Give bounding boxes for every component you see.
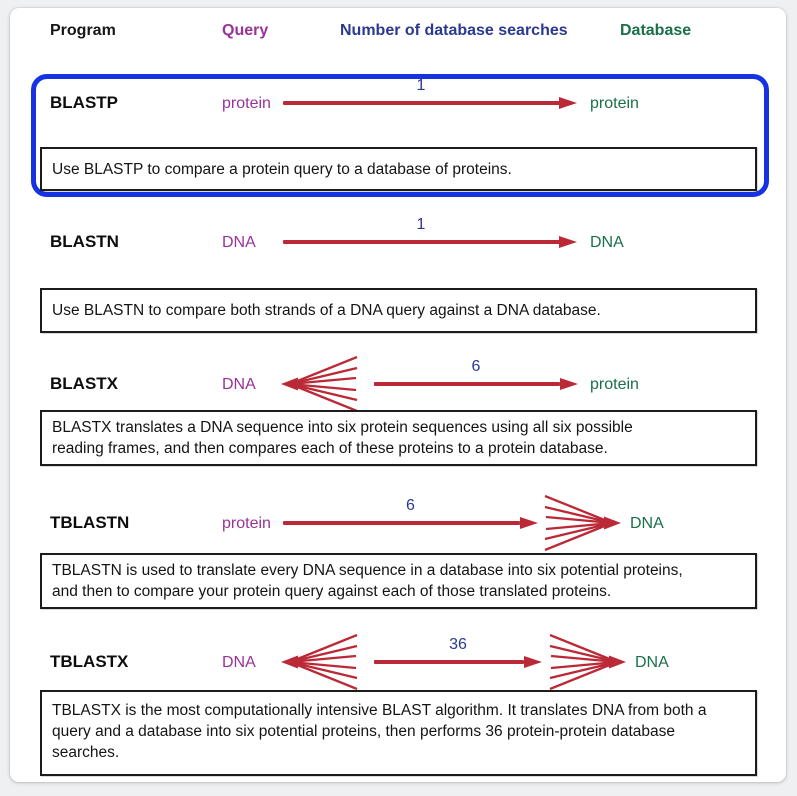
database-type-label: DNA <box>635 654 669 671</box>
description-box: BLASTX translates a DNA sequence into si… <box>40 410 757 466</box>
database-type-label: DNA <box>590 234 624 251</box>
arrow-right-icon <box>520 516 538 529</box>
arrow-right-icon <box>524 655 542 668</box>
arrow-shaft <box>374 660 524 664</box>
database-type-label: DNA <box>630 515 664 532</box>
description-text: Use BLASTP to compare a protein query to… <box>52 160 512 178</box>
column-header-query: Query <box>222 22 269 39</box>
search-count-label: 36 <box>449 636 467 653</box>
query-type-label: protein <box>222 515 271 532</box>
program-name: BLASTP <box>50 93 118 112</box>
arrow-shaft <box>283 240 561 244</box>
description-box: TBLASTX is the most computationally inte… <box>40 690 757 776</box>
arrow-shaft <box>374 382 560 386</box>
six-frame-fan-right-icon <box>544 495 621 551</box>
query-type-label: DNA <box>222 234 256 251</box>
description-text: BLASTX translates a DNA sequence into si… <box>52 419 633 457</box>
query-type-label: DNA <box>222 376 256 393</box>
search-count-label: 6 <box>471 358 481 375</box>
description-text: Use BLASTN to compare both strands of a … <box>52 302 601 319</box>
query-type-label: DNA <box>222 654 256 671</box>
column-header-database: Database <box>620 22 692 39</box>
column-header-program: Program <box>50 22 116 39</box>
search-count-label: 6 <box>406 497 415 514</box>
description-text: TBLASTN is used to translate every DNA s… <box>52 562 683 600</box>
six-frame-fan-left-icon <box>281 634 358 690</box>
description-box: Use BLASTN to compare both strands of a … <box>40 288 757 333</box>
program-name: TBLASTN <box>50 513 130 532</box>
search-count-label: 1 <box>416 216 426 233</box>
arrow-right-icon <box>560 377 578 390</box>
arrow-shaft <box>283 521 520 525</box>
arrow-shaft <box>283 101 561 105</box>
arrow-right-icon <box>559 235 577 248</box>
program-name: BLASTN <box>50 232 119 251</box>
description-box: TBLASTN is used to translate every DNA s… <box>40 553 757 609</box>
search-count-label: 1 <box>416 77 426 94</box>
description-box: Use BLASTP to compare a protein query to… <box>40 147 757 191</box>
six-frame-fan-right-icon <box>549 634 626 690</box>
arrow-right-icon <box>559 96 577 109</box>
description-text: TBLASTX is the most computationally inte… <box>52 702 707 761</box>
database-type-label: protein <box>590 95 639 112</box>
program-name: TBLASTX <box>50 652 129 671</box>
diagram-card <box>10 8 786 782</box>
database-type-label: protein <box>590 376 639 393</box>
column-header-searches: Number of database searches <box>340 22 568 39</box>
six-frame-fan-left-icon <box>281 356 358 412</box>
query-type-label: protein <box>222 95 271 112</box>
program-name: BLASTX <box>50 374 118 393</box>
